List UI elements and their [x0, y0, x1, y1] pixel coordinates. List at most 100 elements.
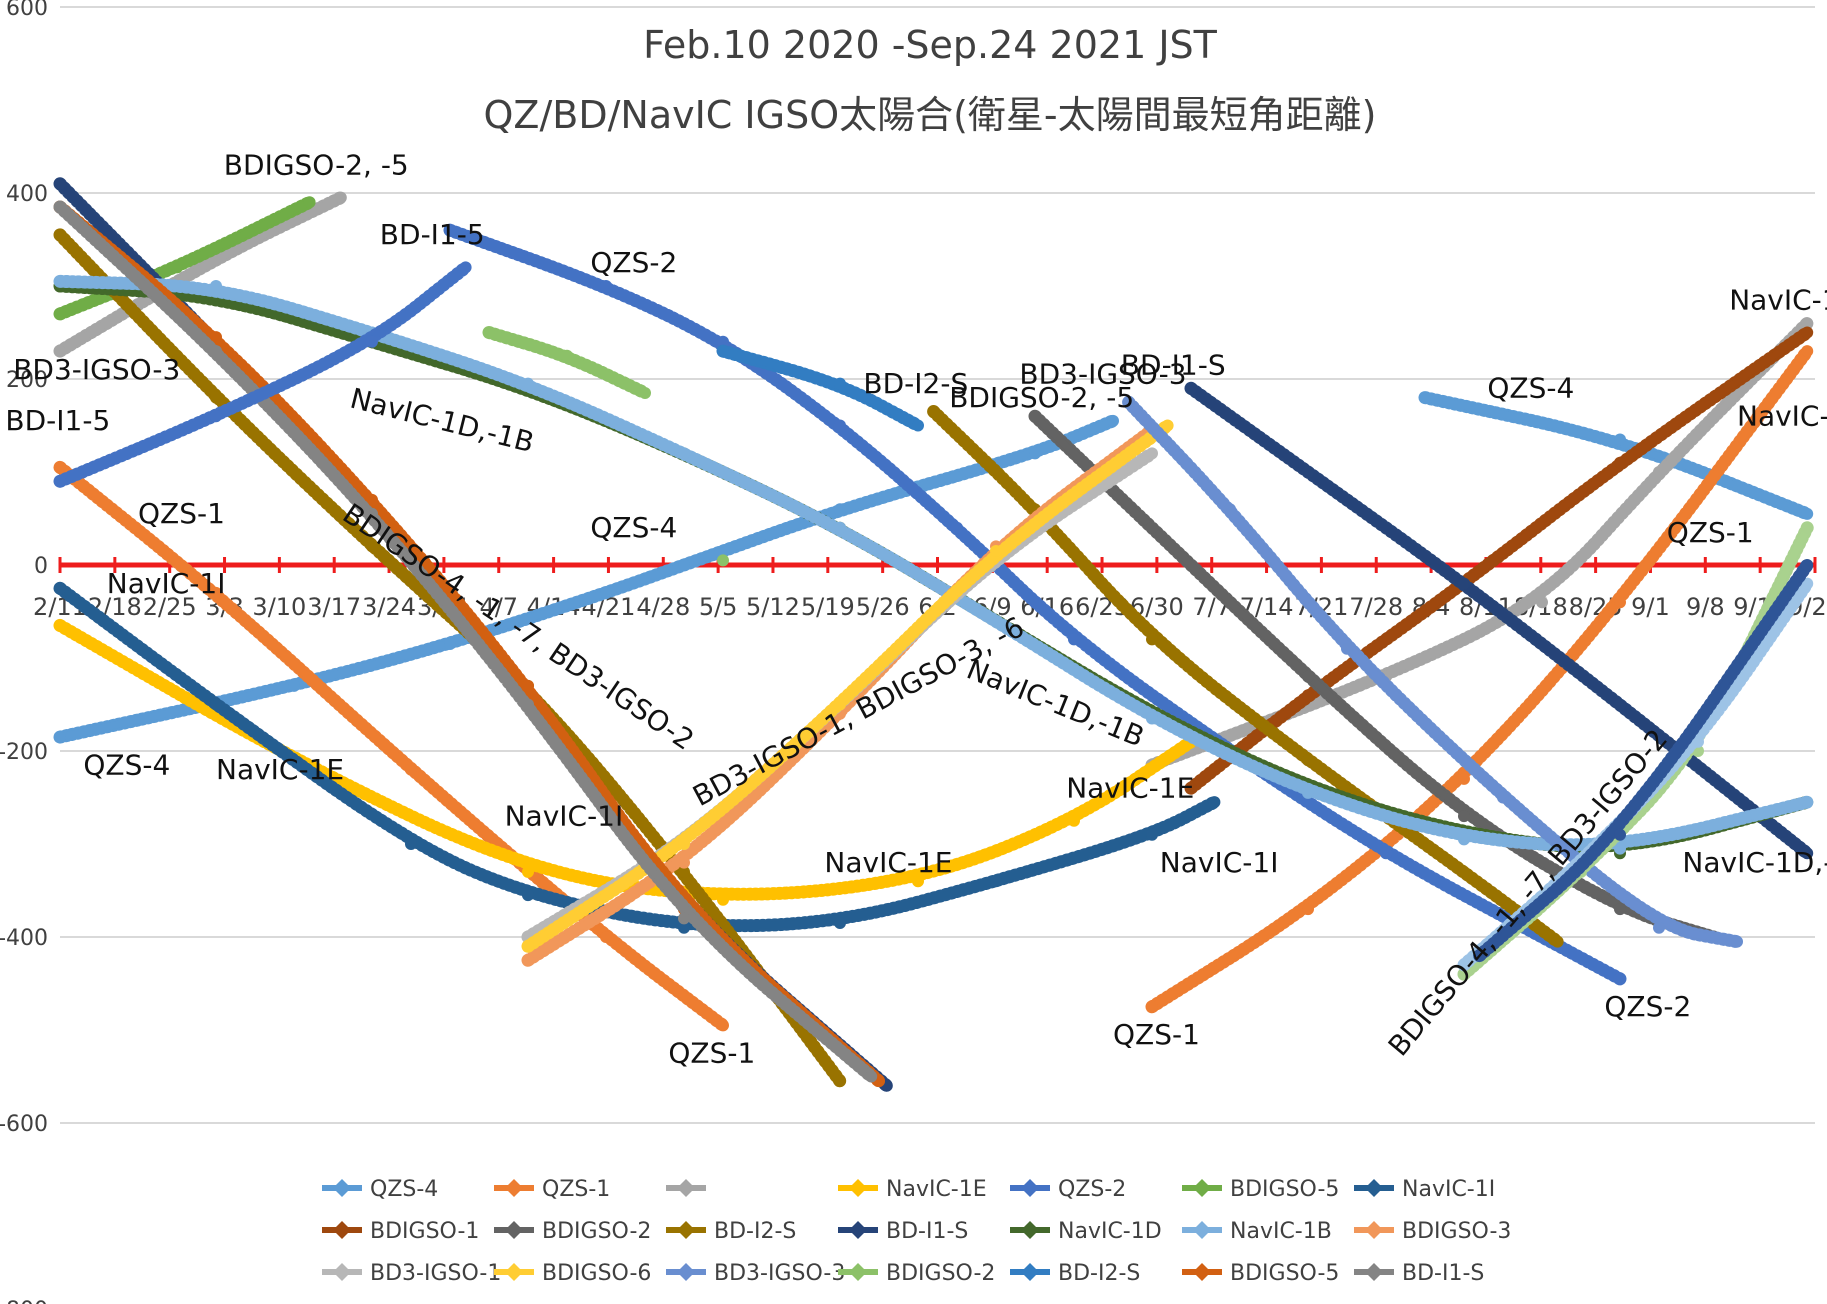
- legend-item: BDIGSO-2: [494, 1219, 651, 1244]
- data-point: [1146, 447, 1158, 460]
- data-point: [1801, 847, 1814, 860]
- data-point: [522, 679, 534, 692]
- legend-marker-icon: [333, 1263, 351, 1281]
- annotation-label: NavIC-1E: [824, 846, 952, 879]
- data-point: [990, 614, 1002, 627]
- annotation-label: NavIC-1I: [505, 799, 624, 832]
- y-tick-label: 400: [6, 182, 48, 207]
- data-point: [834, 698, 846, 711]
- data-point: [678, 865, 690, 878]
- legend-marker-icon: [505, 1179, 523, 1197]
- data-point: [1653, 466, 1665, 478]
- data-point: [912, 419, 924, 432]
- legend-label: BDIGSO-5: [1230, 1261, 1339, 1286]
- annotation-label: NavIC-1D,-1B: [347, 382, 537, 460]
- annotation-label: QZS-4: [1487, 372, 1574, 405]
- annotation-label: QZS-1: [138, 497, 225, 530]
- data-point: [1692, 735, 1704, 748]
- data-point: [600, 586, 612, 599]
- data-point: [1801, 521, 1814, 534]
- legend-item: QZS-4: [322, 1177, 438, 1202]
- data-point: [483, 326, 495, 339]
- data-point: [1146, 1000, 1158, 1013]
- series-15: [1184, 381, 1814, 860]
- y-tick-label: -400: [0, 926, 48, 951]
- data-point: [1146, 633, 1158, 646]
- series-line-core: [1125, 398, 1741, 946]
- data-point: [54, 731, 66, 744]
- annotation-label: QZS-1: [1113, 1018, 1200, 1051]
- data-point: [54, 177, 66, 190]
- series-line-core: [56, 277, 1811, 849]
- legend-marker-icon: [1365, 1221, 1383, 1239]
- legend-label: BDIGSO-3: [1402, 1219, 1511, 1244]
- annotation-label: BD-I1-S: [1121, 348, 1226, 381]
- data-point: [54, 582, 66, 595]
- annotation-label: QZS-2: [1604, 990, 1691, 1023]
- x-tick-label: 5/26: [856, 593, 910, 621]
- annotation-label: QZS-4: [590, 511, 677, 544]
- series-line-core: [56, 417, 1117, 741]
- legend-label: BDIGSO-2: [886, 1261, 995, 1286]
- legend-item: NavIC-1D: [1010, 1219, 1162, 1244]
- series-group: [53, 177, 1814, 1093]
- series-line-core: [1421, 394, 1811, 518]
- legend-item: BD-I1-S: [838, 1219, 968, 1244]
- data-point: [54, 461, 66, 474]
- data-point: [288, 679, 300, 692]
- data-point: [1731, 935, 1743, 948]
- legend-item: NavIC-1I: [1354, 1177, 1495, 1202]
- series-27: [53, 260, 473, 488]
- data-point: [639, 386, 651, 399]
- data-point: [522, 889, 534, 902]
- legend-item: BDIGSO-1: [322, 1219, 479, 1244]
- x-tick-label: 5/19: [801, 593, 855, 621]
- chart-title-line2: QZ/BD/NavIC IGSO太陽合(衛星-太陽間最短角距離): [484, 93, 1377, 137]
- series-line-core: [56, 584, 1218, 930]
- x-tick-label: 9/1: [1631, 593, 1670, 621]
- data-point: [1551, 935, 1564, 948]
- x-tick-label: 5/5: [699, 593, 738, 621]
- data-point: [927, 405, 940, 418]
- annotation-label: BD-I1-5: [5, 404, 110, 437]
- data-point: [1801, 317, 1814, 330]
- data-point: [1614, 828, 1626, 841]
- series-line-core: [930, 408, 1562, 946]
- data-point: [1302, 466, 1314, 478]
- legend-marker-icon: [333, 1179, 351, 1197]
- annotation-label: BD3-IGSO-1, BDIGSO-3, -6: [687, 610, 1029, 813]
- data-point: [303, 196, 316, 209]
- series-22: [482, 326, 652, 400]
- legend-label: NavIC-1E: [886, 1177, 987, 1202]
- x-tick-label: 3/24: [362, 593, 416, 621]
- legend-marker-icon: [333, 1221, 351, 1239]
- data-point: [522, 377, 534, 390]
- series-line-core: [56, 198, 314, 318]
- data-point: [405, 763, 417, 776]
- data-point: [522, 954, 534, 967]
- annotation-label: BD-I2-S: [863, 367, 968, 400]
- x-tick-label: 4/28: [636, 593, 690, 621]
- x-tick-label: 2/25: [143, 593, 197, 621]
- data-point: [678, 838, 690, 850]
- data-point: [1801, 507, 1814, 520]
- data-point: [717, 345, 729, 358]
- data-point: [334, 191, 347, 204]
- series-13: [927, 405, 1565, 949]
- series-line-core: [56, 263, 470, 485]
- legend-label: BD-I1-S: [886, 1219, 968, 1244]
- data-point: [459, 261, 472, 274]
- data-point: [1341, 642, 1353, 655]
- series-24: [716, 344, 925, 432]
- data-point: [171, 261, 183, 274]
- data-point: [1614, 842, 1626, 855]
- data-point: [444, 638, 456, 651]
- data-point: [1614, 972, 1626, 985]
- data-point: [1614, 596, 1626, 609]
- series-30: [1473, 558, 1814, 963]
- legend-label: BDIGSO-5: [1230, 1177, 1339, 1202]
- data-point: [54, 345, 66, 358]
- data-point: [990, 545, 1002, 558]
- series-line-core: [56, 194, 345, 355]
